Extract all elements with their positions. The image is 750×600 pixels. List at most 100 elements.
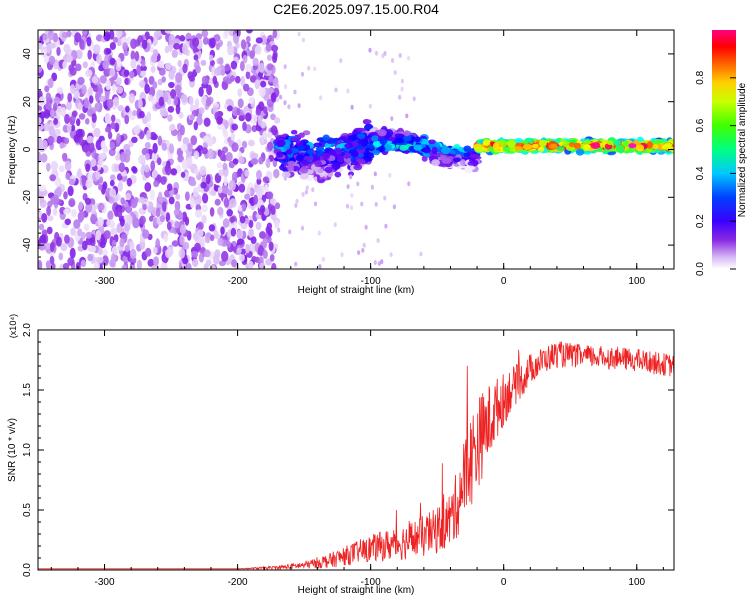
heatmap-cell <box>506 139 516 148</box>
heatmap-cell <box>263 106 268 115</box>
heatmap-cell <box>390 58 395 63</box>
y-tick-label: -20 <box>22 190 33 205</box>
heatmap-cell <box>331 162 341 170</box>
heatmap-cell <box>335 147 342 156</box>
heatmap-cell <box>81 175 87 187</box>
heatmap-cell <box>99 95 107 103</box>
heatmap-cell <box>144 83 150 95</box>
heatmap-cell <box>64 218 72 226</box>
heatmap-cell <box>230 60 238 70</box>
colorbar-ticks: 0.0 0.2 0.4 0.6 0.8 <box>695 70 736 276</box>
heatmap-cell <box>390 116 394 121</box>
heatmap-cell <box>63 43 71 53</box>
heatmap-cell <box>111 245 119 256</box>
heatmap-cell <box>158 191 163 203</box>
heatmap-cell <box>158 96 165 107</box>
heatmap-cell <box>47 136 55 144</box>
heatmap-cell <box>159 215 165 223</box>
heatmap-cell <box>321 256 325 262</box>
heatmap-cell <box>132 166 138 174</box>
heatmap-cell <box>157 135 163 146</box>
heatmap-cell <box>290 129 298 135</box>
heatmap-cell <box>303 144 311 151</box>
heatmap-cell <box>62 262 70 269</box>
heatmap-cell <box>109 67 116 78</box>
heatmap-cell <box>229 216 236 223</box>
heatmap-cell <box>362 119 370 125</box>
heatmap-cell <box>356 127 366 133</box>
heatmap-cell <box>349 205 354 211</box>
heatmap-cell <box>336 155 344 162</box>
x-axis-label: Height of straight line (km) <box>298 285 415 296</box>
heatmap-cell <box>197 221 204 231</box>
heatmap-cell <box>212 75 218 85</box>
heatmap-cell <box>377 261 381 266</box>
heatmap-cell <box>368 47 372 53</box>
heatmap-cell <box>124 222 131 232</box>
heatmap-cell <box>125 105 130 113</box>
heatmap-cell <box>400 86 404 92</box>
heatmap-cell <box>208 54 214 61</box>
heatmap-cell <box>271 262 277 269</box>
heatmap-cell <box>142 229 150 239</box>
heatmap-cell <box>119 217 125 227</box>
heatmap-cell <box>116 207 123 218</box>
heatmap-cell <box>167 106 175 113</box>
heatmap-cell <box>139 80 146 88</box>
heatmap-cell <box>268 241 274 251</box>
heatmap-cell <box>394 133 405 139</box>
heatmap-cell <box>283 175 287 181</box>
heatmap-cell <box>69 67 77 76</box>
heatmap-cell <box>238 115 245 122</box>
heatmap-cell <box>419 251 423 257</box>
heatmap-cell <box>129 241 135 250</box>
heatmap-cell <box>40 153 48 163</box>
heatmap-cell <box>281 171 291 178</box>
heatmap-cell <box>184 216 190 226</box>
heatmap-cell <box>146 129 151 141</box>
heatmap-cell <box>212 254 220 265</box>
heatmap-cell <box>453 157 461 163</box>
heatmap-cell <box>149 189 155 201</box>
snr-axes: -300 -200 -100 0 100 0.0 0.5 1.0 1.5 2.0 <box>22 323 674 588</box>
heatmap-cell <box>249 187 255 197</box>
heatmap-cell <box>106 219 111 227</box>
heatmap-cell <box>194 242 201 252</box>
heatmap-cell <box>120 197 125 205</box>
heatmap-cell <box>306 149 314 154</box>
heatmap-cell <box>209 37 216 49</box>
heatmap-cell <box>105 48 112 55</box>
heatmap-cell <box>91 113 97 123</box>
heatmap-cell <box>198 86 204 97</box>
heatmap-cell <box>361 139 369 147</box>
heatmap-cell <box>324 166 333 174</box>
x-tick-label: -100 <box>361 276 381 287</box>
heatmap-cell <box>63 208 70 215</box>
snr-line <box>38 341 674 570</box>
heatmap-cell <box>115 154 121 161</box>
heatmap-cell <box>403 135 412 142</box>
heatmap-cell <box>139 65 147 72</box>
heatmap-cell <box>300 71 305 77</box>
heatmap-cell <box>258 86 266 98</box>
heatmap-cell <box>219 150 226 162</box>
heatmap-cell <box>73 219 81 230</box>
heatmap-cell <box>88 141 95 153</box>
heatmap-cell <box>209 59 215 66</box>
heatmap-cell <box>144 141 151 150</box>
heatmap-cell <box>64 113 70 125</box>
heatmap-cell <box>264 184 269 194</box>
heatmap-cell <box>272 30 278 39</box>
heatmap-cell <box>269 198 277 205</box>
heatmap-cell <box>138 154 146 165</box>
heatmap-cell <box>239 216 246 224</box>
heatmap-cell <box>222 218 230 228</box>
heatmap-cell <box>181 159 189 170</box>
heatmap-cell <box>303 156 313 161</box>
heatmap-cell <box>64 234 70 244</box>
heatmap-cell <box>38 152 42 163</box>
heatmap-cell <box>142 39 148 50</box>
heatmap-cell <box>224 120 229 129</box>
heatmap-cell <box>377 145 386 152</box>
heatmap-cell <box>123 69 130 77</box>
